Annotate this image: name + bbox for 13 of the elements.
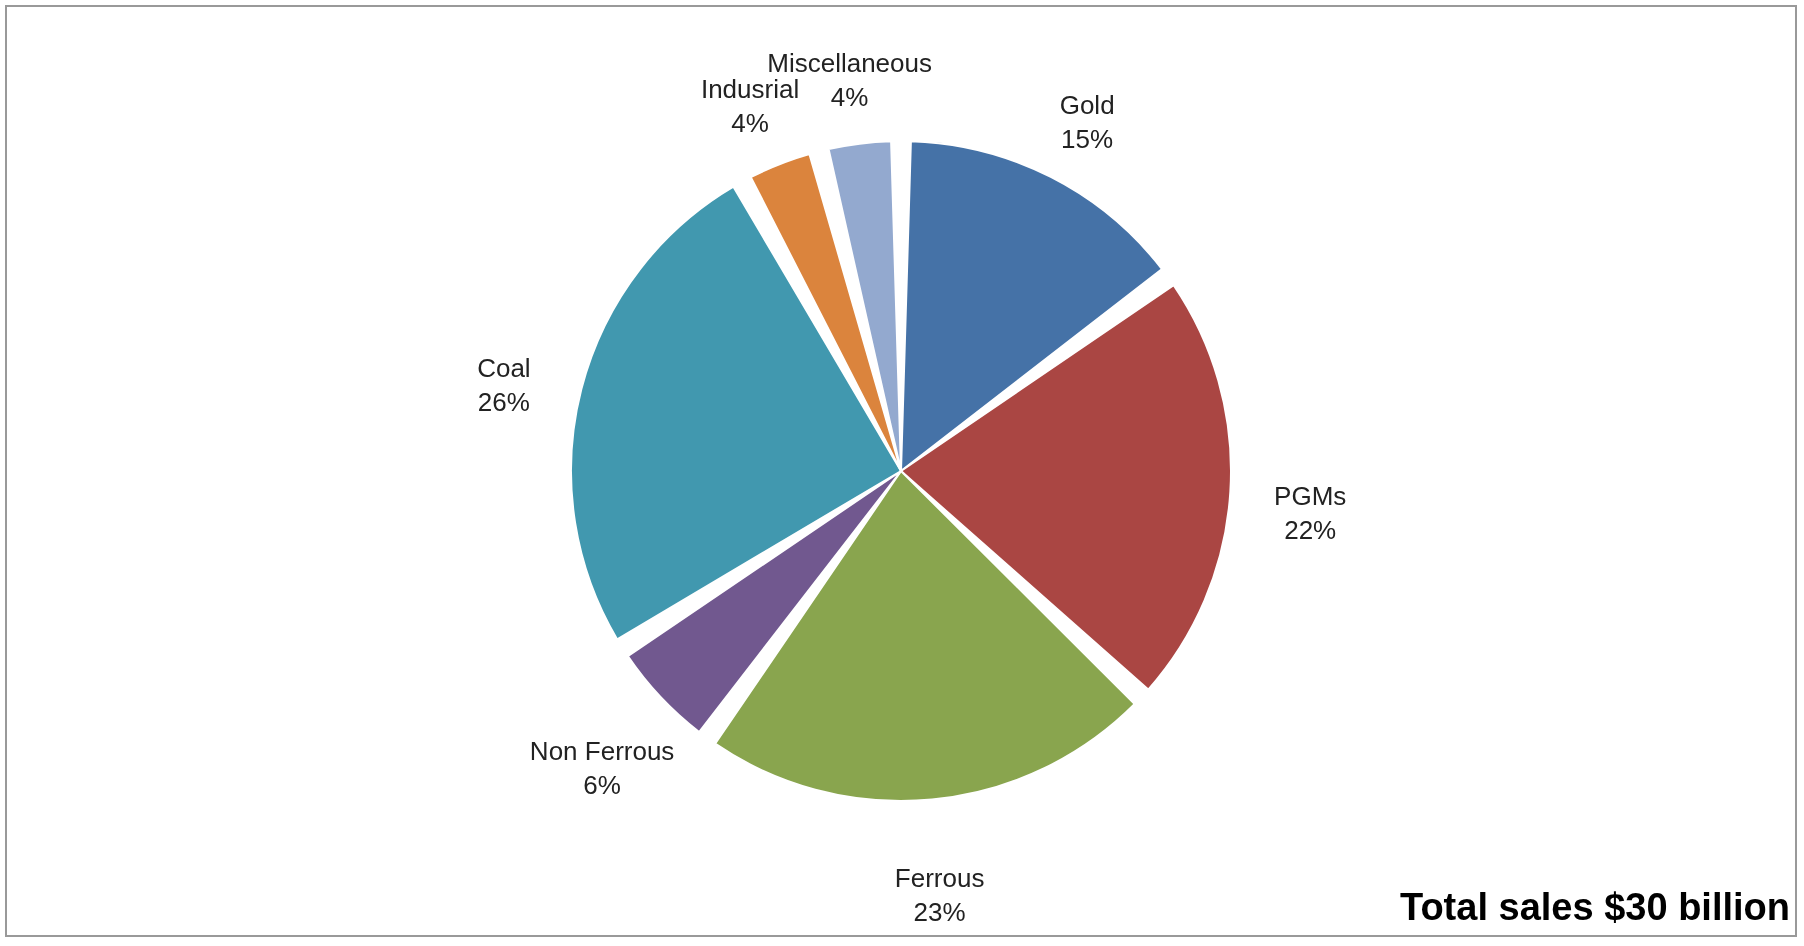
- slice-label: Ferrous: [894, 863, 985, 894]
- text: Total sales $30 billion: [1400, 886, 1790, 928]
- slice-label: Gold: [1059, 89, 1115, 120]
- data-label: 22%: [1284, 514, 1337, 545]
- slice-label: Non Ferrous: [529, 735, 675, 766]
- data-label: 6%: [583, 769, 621, 800]
- slice-label: Coal: [477, 353, 531, 384]
- slice-label: PGMs: [1274, 480, 1347, 511]
- data-label: 4%: [731, 107, 769, 138]
- data-label: 4%: [830, 82, 869, 113]
- data-label: 15%: [1061, 123, 1114, 154]
- data-label: 23%: [913, 897, 966, 928]
- data-label: 26%: [477, 387, 530, 418]
